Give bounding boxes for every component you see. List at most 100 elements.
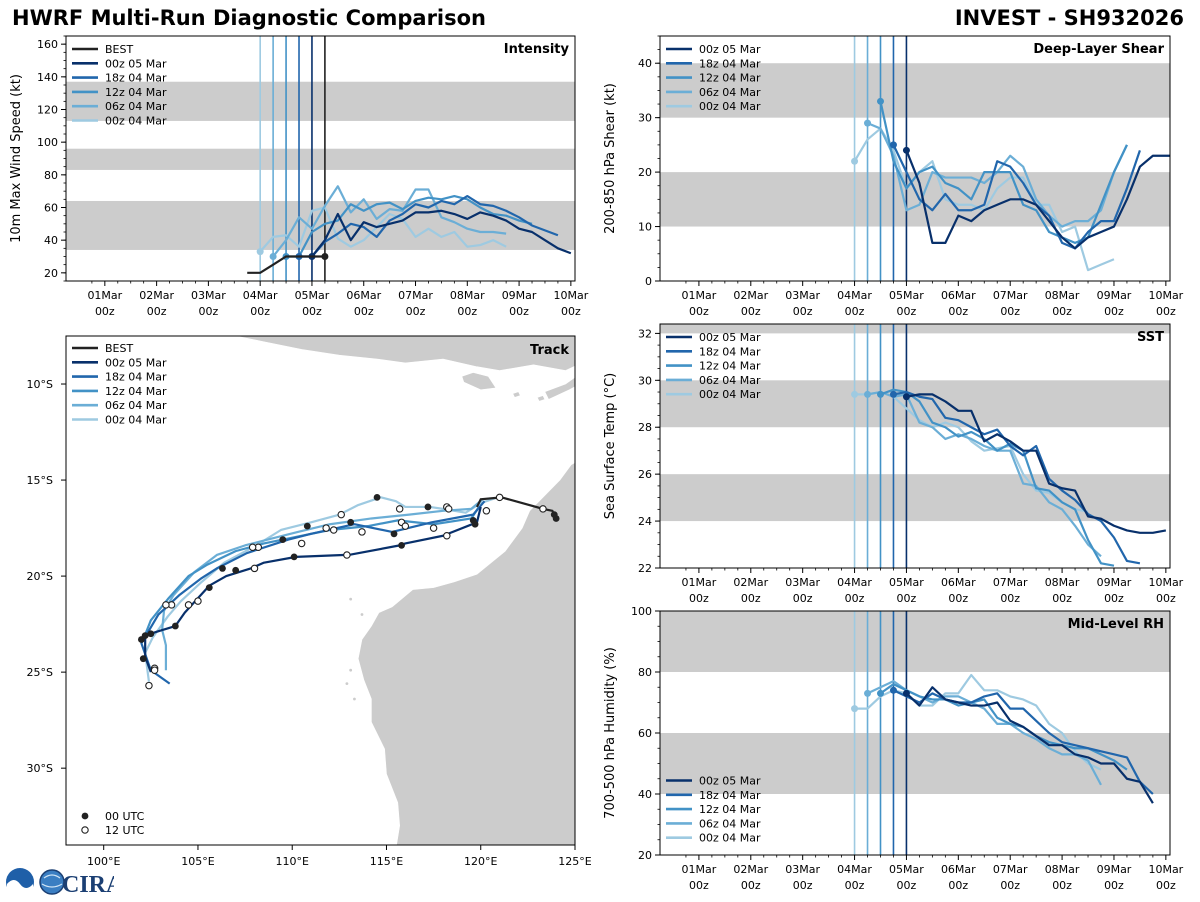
track-marker-00utc [279, 536, 287, 543]
sst-panel: 22 24 26 28 30 32 01Mar 00z 02Mar 00z 03Mar 00z 04Ma… [603, 323, 1184, 605]
x-tick-label-date: 10Mar [1148, 576, 1183, 589]
x-tick-label-date: 01Mar [682, 289, 717, 302]
track-marker-12utc [184, 601, 193, 609]
y-tick-label: 25°S [27, 666, 53, 679]
x-tick-label-hour: 00z [1104, 305, 1124, 318]
legend-label: BEST [105, 43, 133, 56]
x-tick-label-date: 06Mar [941, 289, 976, 302]
legend-label: 06z 04 Mar [699, 817, 761, 830]
storm-title: INVEST - SH932026 [954, 6, 1184, 30]
x-tick-label-date: 02Mar [733, 576, 768, 589]
threshold-band [66, 81, 575, 121]
y-tick-label: 40 [44, 234, 58, 247]
legend-label: 06z 04 Mar [699, 374, 761, 387]
track-marker-12utc [337, 510, 345, 519]
track-marker-12utc [248, 543, 257, 552]
track-marker-12utc [495, 493, 504, 502]
map-layer [138, 336, 575, 845]
track-marker-00utc [347, 518, 355, 526]
panel-title: Deep-Layer Shear [1033, 42, 1164, 57]
track-marker-00utc [219, 565, 226, 572]
y-tick-label: 160 [37, 38, 58, 51]
series-start-point [851, 390, 859, 398]
threshold-band [660, 324, 1170, 334]
x-tick-label-date: 08Mar [1045, 576, 1080, 589]
globe-icon [39, 869, 65, 895]
marker-legend-12utc-icon [81, 826, 89, 834]
track-marker-00utc [373, 493, 381, 501]
series-line [880, 388, 1115, 567]
series-line [893, 689, 1154, 795]
y-tick-label: 0 [645, 275, 652, 288]
y-tick-label: 22 [638, 562, 652, 575]
series-start-point [889, 390, 897, 398]
x-tick-label-hour: 00z [689, 305, 709, 318]
track-marker-00utc [550, 511, 558, 519]
x-tick-label-hour: 00z [199, 305, 219, 318]
x-tick-label-hour: 00z [1156, 305, 1176, 318]
land-mass [536, 395, 546, 402]
x-tick-label-date: 04Mar [837, 576, 872, 589]
y-tick-label: 10 [638, 221, 652, 234]
intensity-panel: 20 40 60 80 100 120 140 160 01Mar 00z 02Mar 00z 03Ma… [9, 35, 589, 318]
legend-label: 00z 05 Mar [699, 43, 761, 56]
y-axis-label: 700-500 hPa Humidity (%) [603, 647, 618, 819]
y-tick-label: 80 [44, 169, 58, 182]
series-start-point [864, 689, 872, 697]
x-tick-label-date: 03Mar [785, 289, 820, 302]
y-tick-label: 30°S [27, 762, 53, 775]
x-tick-label-date: 06Mar [346, 289, 381, 302]
x-tick-label-hour: 00z [1000, 305, 1020, 318]
plot-frame [659, 323, 1171, 569]
x-tick-label-hour: 00z [1052, 879, 1072, 892]
x-tick-label-date: 06Mar [941, 576, 976, 589]
y-tick-label: 30 [638, 374, 652, 387]
x-tick-label-date: 03Mar [191, 289, 226, 302]
x-tick-label-hour: 00z [147, 305, 167, 318]
series-line [286, 194, 533, 258]
x-tick-label-hour: 00z [457, 305, 477, 318]
land-mass [544, 376, 575, 400]
x-tick-label-hour: 00z [1156, 592, 1176, 605]
x-tick-label-date: 09Mar [1097, 576, 1132, 589]
x-tick-label-date: 04Mar [243, 289, 278, 302]
legend-label: 00z 05 Mar [105, 356, 167, 369]
island [360, 613, 364, 616]
x-tick-label-hour: 00z [845, 879, 865, 892]
marker-legend-label: 12 UTC [105, 824, 145, 837]
x-tick-label-date: 03Mar [785, 863, 820, 876]
legend-label: 18z 04 Mar [699, 57, 761, 70]
x-tick-label-date: 08Mar [1045, 863, 1080, 876]
x-tick-label-date: 07Mar [993, 863, 1028, 876]
track-marker-12utc [401, 522, 410, 530]
x-tick-label-hour: 00z [948, 592, 968, 605]
track-marker-00utc [138, 636, 145, 643]
panel-title: Track [530, 343, 569, 358]
threshold-band [660, 733, 1170, 794]
x-tick-label-date: 07Mar [398, 289, 433, 302]
y-axis-label: 200-850 hPa Shear (kt) [603, 83, 618, 234]
threshold-band [660, 63, 1170, 118]
y-tick-label: 20 [638, 166, 652, 179]
noaa-logo-icon [6, 868, 34, 897]
track-marker-12utc [429, 524, 438, 532]
track-marker-00utc [171, 622, 179, 630]
legend-label: 12z 04 Mar [699, 360, 761, 373]
track-marker-12utc [250, 564, 259, 573]
track-marker-00utc [232, 566, 240, 574]
rh-panel: 20 40 60 80 100 01Mar 00z 02Mar 00z 03Mar 00z 04Mar… [603, 605, 1184, 892]
x-tick-label-date: 05Mar [295, 289, 330, 302]
series-line [906, 393, 1167, 534]
series-line [905, 149, 1170, 250]
series-group [851, 97, 1170, 272]
series-line [259, 206, 507, 253]
x-tick-label-hour: 00z [689, 592, 709, 605]
track-marker-12utc [482, 507, 491, 515]
x-tick-label-hour: 00z [845, 592, 865, 605]
legend-label: 12z 04 Mar [699, 803, 761, 816]
track-panel: 100°E 105°E 110°E 115°E 120°E 125°E 10°S 15°S 20… [27, 335, 592, 868]
x-tick-label: 125°E [558, 855, 591, 868]
series-start-point [889, 686, 897, 694]
x-tick-label-hour: 00z [741, 592, 761, 605]
x-tick-label-date: 09Mar [1097, 863, 1132, 876]
